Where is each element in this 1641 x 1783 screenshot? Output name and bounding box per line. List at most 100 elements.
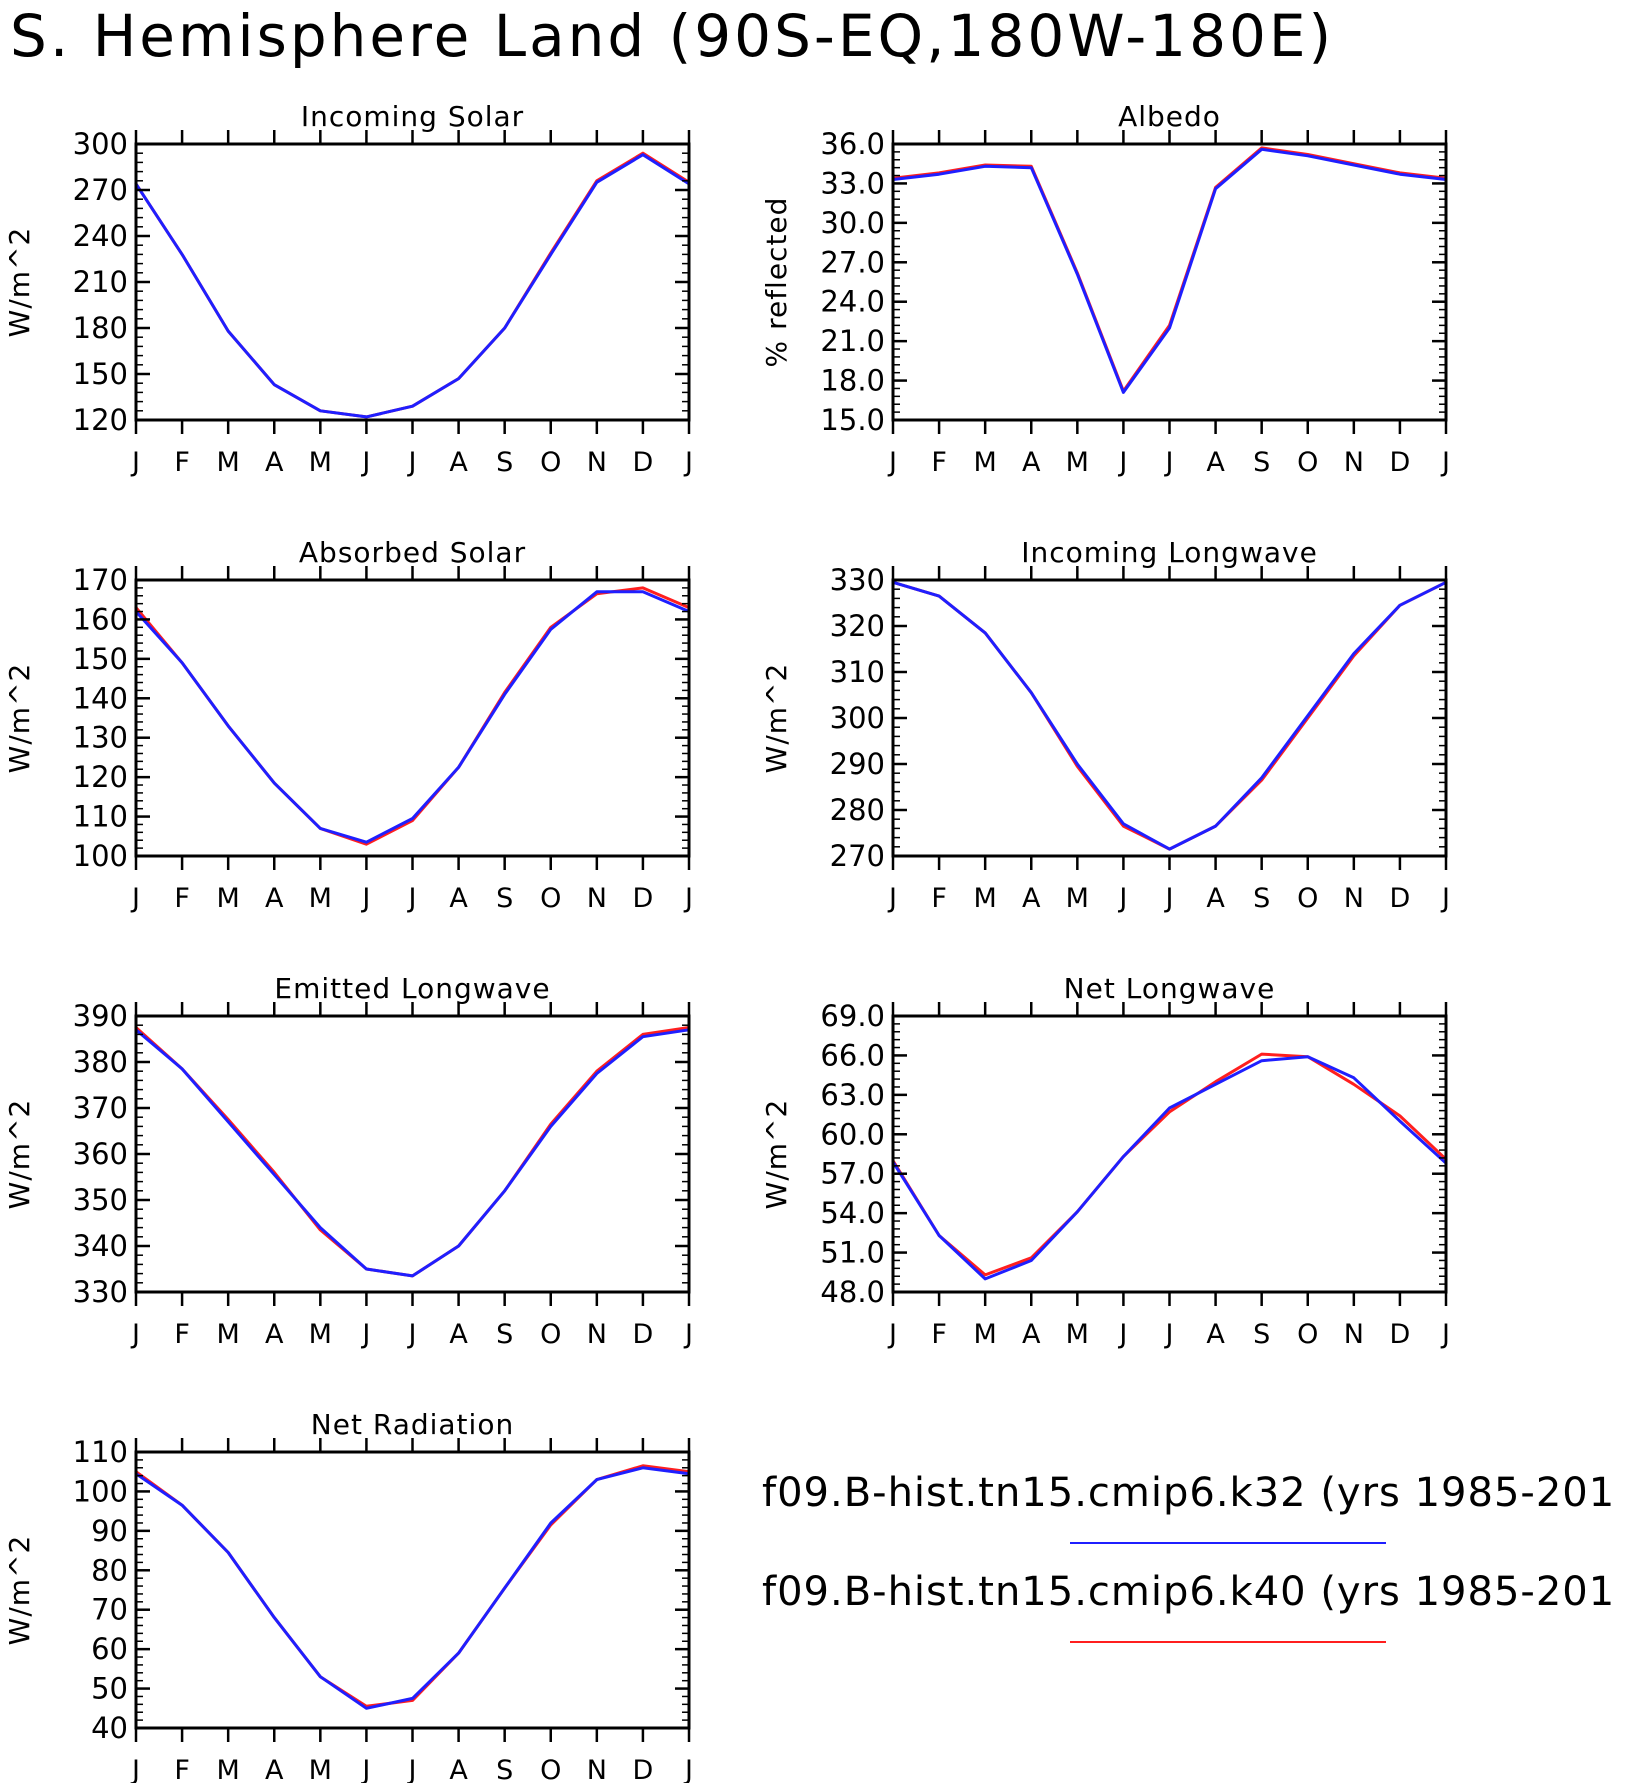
chart-panel: J F M A M J J A S O N D J270280290300310320330Incomi… <box>760 536 1450 914</box>
y-tick-label: 54.0 <box>820 1196 885 1230</box>
x-tick-label: A <box>1206 447 1225 478</box>
x-tick-label: D <box>633 1755 654 1783</box>
y-tick-label: 57.0 <box>820 1157 885 1191</box>
y-tick-label: 130 <box>73 721 128 755</box>
x-tick-label: J <box>1117 1319 1127 1350</box>
x-tick-label: A <box>449 883 468 914</box>
x-tick-label: O <box>540 1319 561 1350</box>
x-tick-label: A <box>449 1319 468 1350</box>
x-tick-label: N <box>587 447 607 478</box>
x-tick-label: J <box>1440 1319 1450 1350</box>
chart-panel: J F M A M J J A S O N D J15.018.021.024.027.030.033.… <box>760 100 1450 478</box>
y-tick-label: 140 <box>73 681 128 715</box>
chart-title: Net Longwave <box>1064 972 1276 1005</box>
y-tick-label: 50 <box>91 1672 128 1706</box>
x-tick-label: M <box>309 447 332 478</box>
x-tick-label: F <box>174 447 190 478</box>
x-tick-label: N <box>587 1319 607 1350</box>
x-tick-label: J <box>130 883 140 914</box>
x-tick-label: J <box>1117 883 1127 914</box>
y-tick-label: 330 <box>830 563 885 597</box>
plot-frame <box>134 1014 691 1294</box>
y-tick-label: 380 <box>73 1045 128 1079</box>
y-tick-label: 310 <box>830 655 885 689</box>
plot-frame <box>891 142 1448 422</box>
x-tick-label: F <box>931 447 947 478</box>
x-tick-label: J <box>1440 447 1450 478</box>
series-line <box>134 1464 691 1708</box>
series-line <box>891 1052 1448 1277</box>
x-tick-label: A <box>1022 447 1041 478</box>
series-line <box>134 586 691 846</box>
y-tick-label: 110 <box>73 1435 128 1469</box>
y-tick-label: 280 <box>830 793 885 827</box>
chart-title: Incoming Longwave <box>1021 536 1318 569</box>
x-tick-label: J <box>683 1755 693 1783</box>
y-tick-label: 350 <box>73 1183 128 1217</box>
y-tick-label: 70 <box>91 1593 128 1627</box>
x-tick-label: J <box>887 883 897 914</box>
y-tick-label: 24.0 <box>820 285 885 319</box>
x-tick-label: N <box>1344 883 1364 914</box>
y-axis-label: W/m^2 <box>3 1535 36 1646</box>
x-tick-label: N <box>1344 447 1364 478</box>
y-tick-label: 110 <box>73 800 128 834</box>
series-line <box>134 1466 691 1710</box>
y-tick-label: 40 <box>91 1711 128 1745</box>
x-tick-label: S <box>496 1755 513 1783</box>
plot-frame <box>134 578 691 858</box>
x-tick-label: M <box>217 883 240 914</box>
y-tick-label: 360 <box>73 1137 128 1171</box>
x-tick-label: J <box>130 1319 140 1350</box>
y-tick-label: 80 <box>91 1553 128 1587</box>
x-tick-label: J <box>360 883 370 914</box>
series-line <box>134 1028 691 1278</box>
series-line <box>134 590 691 844</box>
x-tick-label: S <box>496 883 513 914</box>
x-tick-label: M <box>217 1755 240 1783</box>
y-tick-label: 370 <box>73 1091 128 1125</box>
x-tick-label: J <box>1164 447 1174 478</box>
chart-panel: J F M A M J J A S O N D J48.051.054.057.060.063.066.… <box>760 972 1450 1350</box>
x-tick-label: N <box>587 883 607 914</box>
x-tick-label: J <box>1164 883 1174 914</box>
x-tick-label: M <box>309 1319 332 1350</box>
y-tick-label: 300 <box>830 701 885 735</box>
y-axis-label: W/m^2 <box>760 663 793 774</box>
y-tick-label: 60 <box>91 1632 128 1666</box>
y-tick-label: 150 <box>73 642 128 676</box>
chart-panel: J F M A M J J A S O N D J100110120130140150160170Abs… <box>3 536 693 914</box>
series-line <box>891 146 1448 393</box>
x-tick-label: F <box>931 1319 947 1350</box>
x-tick-label: M <box>1066 1319 1089 1350</box>
x-tick-label: D <box>1390 883 1411 914</box>
y-tick-label: 340 <box>73 1229 128 1263</box>
series-line <box>134 153 691 419</box>
x-tick-label: A <box>1206 883 1225 914</box>
y-tick-label: 15.0 <box>820 403 885 437</box>
x-tick-label: M <box>974 1319 997 1350</box>
x-tick-label: J <box>407 883 417 914</box>
y-tick-label: 100 <box>73 839 128 873</box>
x-tick-label: J <box>887 1319 897 1350</box>
x-tick-label: D <box>633 883 654 914</box>
x-tick-label: M <box>309 883 332 914</box>
x-tick-label: J <box>407 447 417 478</box>
x-tick-label: S <box>496 447 513 478</box>
x-tick-label: A <box>1022 1319 1041 1350</box>
chart-title: Incoming Solar <box>301 100 524 133</box>
y-tick-label: 36.0 <box>820 127 885 161</box>
x-tick-label: N <box>1344 1319 1364 1350</box>
legend-entry-2-line <box>1070 1641 1386 1643</box>
y-tick-label: 66.0 <box>820 1038 885 1072</box>
y-tick-label: 180 <box>73 311 128 345</box>
x-tick-label: O <box>540 447 561 478</box>
y-tick-label: 270 <box>830 839 885 873</box>
x-tick-label: J <box>360 1319 370 1350</box>
y-tick-label: 33.0 <box>820 166 885 200</box>
x-tick-label: J <box>1117 447 1127 478</box>
x-tick-label: A <box>1022 883 1041 914</box>
x-tick-label: J <box>360 447 370 478</box>
y-axis-label: % reflected <box>760 197 793 368</box>
x-tick-label: J <box>407 1319 417 1350</box>
